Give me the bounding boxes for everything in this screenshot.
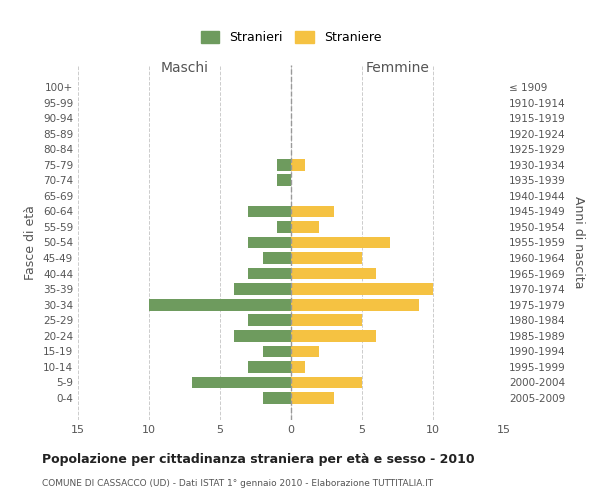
Bar — [291, 268, 376, 280]
Bar — [291, 346, 319, 357]
Legend: Stranieri, Straniere: Stranieri, Straniere — [194, 25, 388, 50]
Text: COMUNE DI CASSACCO (UD) - Dati ISTAT 1° gennaio 2010 - Elaborazione TUTTITALIA.I: COMUNE DI CASSACCO (UD) - Dati ISTAT 1° … — [42, 479, 433, 488]
Bar — [234, 284, 291, 295]
Bar — [277, 174, 291, 186]
Bar — [263, 392, 291, 404]
Bar — [291, 314, 362, 326]
Text: Popolazione per cittadinanza straniera per età e sesso - 2010: Popolazione per cittadinanza straniera p… — [42, 452, 475, 466]
Bar — [291, 159, 305, 170]
Text: Femmine: Femmine — [365, 60, 430, 74]
Bar — [248, 361, 291, 373]
Y-axis label: Anni di nascita: Anni di nascita — [572, 196, 585, 289]
Bar — [248, 206, 291, 217]
Bar — [291, 376, 362, 388]
Bar — [291, 252, 362, 264]
Bar — [291, 284, 433, 295]
Bar — [291, 361, 305, 373]
Text: Maschi: Maschi — [161, 60, 209, 74]
Bar — [291, 236, 391, 248]
Bar — [248, 314, 291, 326]
Bar — [248, 236, 291, 248]
Bar — [291, 206, 334, 217]
Bar — [263, 252, 291, 264]
Bar — [248, 268, 291, 280]
Bar — [291, 392, 334, 404]
Y-axis label: Fasce di età: Fasce di età — [25, 205, 37, 280]
Bar — [291, 299, 419, 310]
Bar — [291, 221, 319, 233]
Bar — [149, 299, 291, 310]
Bar — [277, 159, 291, 170]
Bar — [277, 221, 291, 233]
Bar — [234, 330, 291, 342]
Bar — [191, 376, 291, 388]
Bar — [263, 346, 291, 357]
Bar — [291, 330, 376, 342]
